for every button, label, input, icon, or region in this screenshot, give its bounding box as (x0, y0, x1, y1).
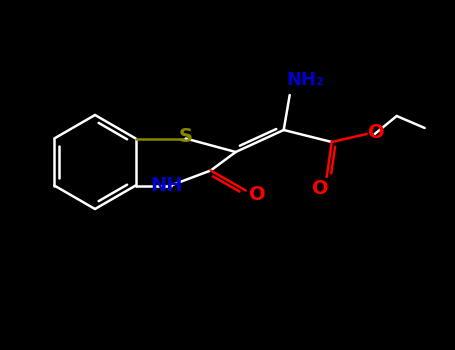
Text: NH₂: NH₂ (287, 71, 324, 89)
Text: S: S (179, 127, 193, 146)
Text: O: O (369, 122, 385, 141)
Text: O: O (313, 180, 329, 198)
Text: NH: NH (151, 176, 183, 195)
Text: O: O (249, 185, 266, 204)
